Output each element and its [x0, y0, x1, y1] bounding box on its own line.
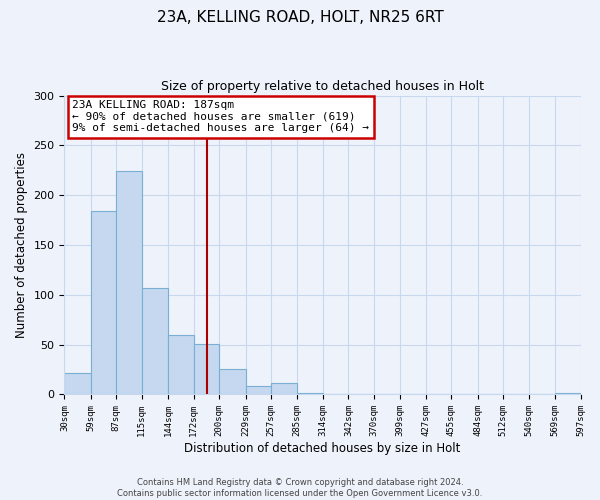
Bar — [219, 368, 245, 394]
Bar — [168, 334, 194, 394]
Title: Size of property relative to detached houses in Holt: Size of property relative to detached ho… — [161, 80, 484, 93]
Text: 23A, KELLING ROAD, HOLT, NR25 6RT: 23A, KELLING ROAD, HOLT, NR25 6RT — [157, 10, 443, 25]
Bar — [245, 386, 271, 394]
Bar — [271, 382, 296, 394]
Bar — [194, 344, 219, 394]
Bar — [116, 172, 142, 394]
X-axis label: Distribution of detached houses by size in Holt: Distribution of detached houses by size … — [184, 442, 461, 455]
Bar — [64, 372, 91, 394]
Text: 23A KELLING ROAD: 187sqm
← 90% of detached houses are smaller (619)
9% of semi-d: 23A KELLING ROAD: 187sqm ← 90% of detach… — [72, 100, 369, 133]
Text: Contains HM Land Registry data © Crown copyright and database right 2024.
Contai: Contains HM Land Registry data © Crown c… — [118, 478, 482, 498]
Y-axis label: Number of detached properties: Number of detached properties — [15, 152, 28, 338]
Bar — [142, 288, 168, 395]
Bar — [91, 211, 116, 394]
